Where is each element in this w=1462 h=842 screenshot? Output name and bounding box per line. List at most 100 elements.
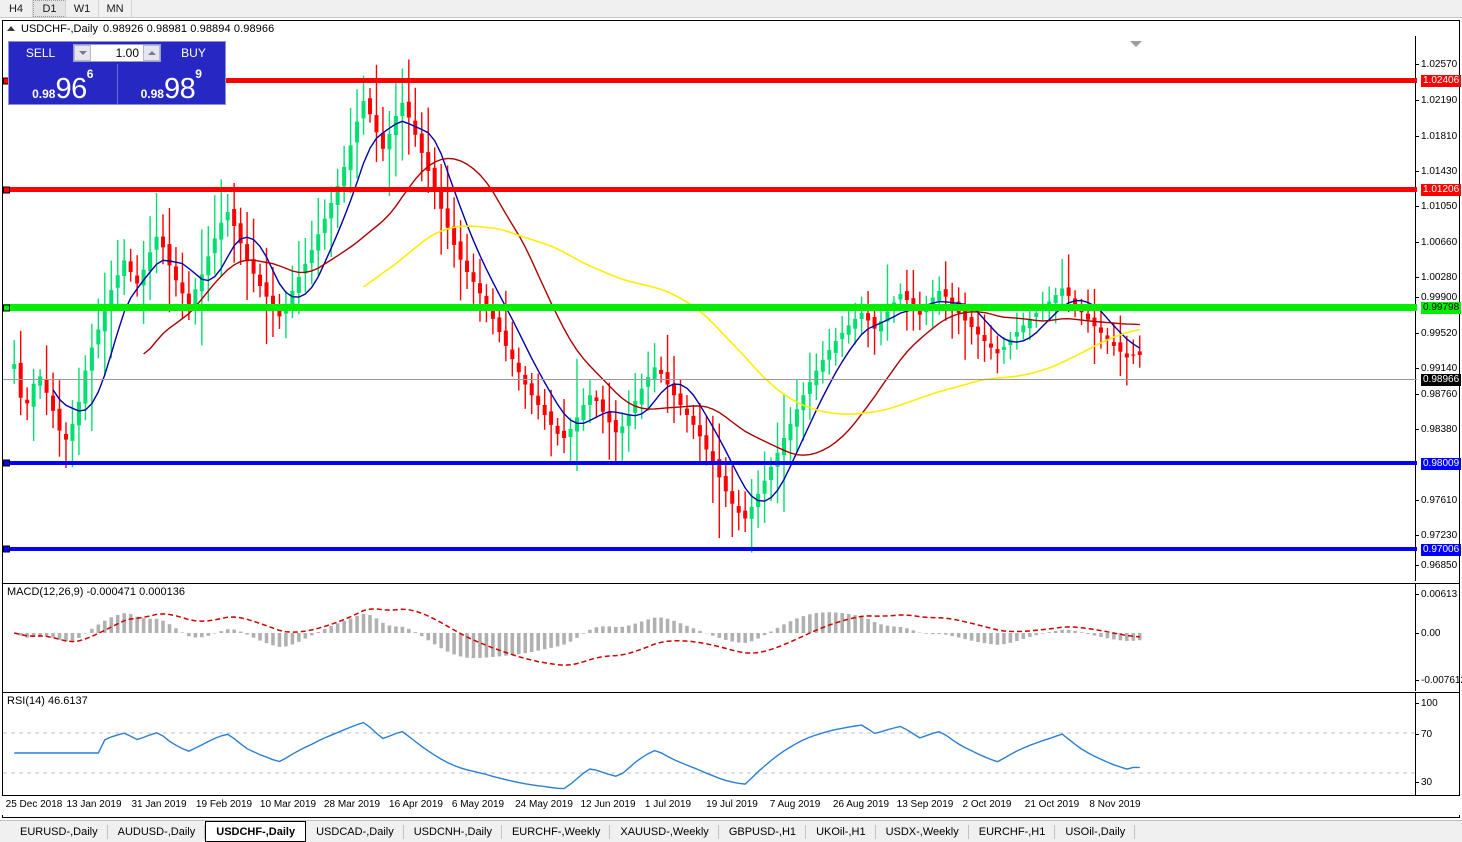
tick-dash-icon bbox=[1416, 136, 1419, 137]
price-level-line[interactable] bbox=[3, 304, 1417, 311]
chart-header: USDCHF-,Daily 0.98926 0.98981 0.98894 0.… bbox=[7, 22, 274, 35]
tick-dash-icon bbox=[1416, 368, 1419, 369]
scale-tick-value: 0.98009 bbox=[1421, 457, 1462, 470]
chart-tab-usdchf-daily[interactable]: USDCHF-,Daily bbox=[205, 821, 307, 842]
tick-dash-icon bbox=[1416, 333, 1419, 334]
scale-tick-value: 1.01430 bbox=[1421, 166, 1458, 177]
price-level-line[interactable] bbox=[3, 186, 1417, 193]
buy-label: BUY bbox=[181, 46, 206, 60]
tick-dash-icon bbox=[1416, 277, 1419, 278]
timeframe-button-w1[interactable]: W1 bbox=[66, 0, 99, 17]
timeframe-button-h4[interactable]: H4 bbox=[0, 0, 33, 17]
sell-price-prefix: 0.98 bbox=[32, 87, 56, 101]
scale-tick-value: 0.99140 bbox=[1421, 363, 1458, 374]
scale-tick: 100 bbox=[1416, 698, 1460, 709]
date-axis-label: 31 Jan 2019 bbox=[131, 799, 187, 810]
timeframe-button-mn[interactable]: MN bbox=[99, 0, 132, 17]
tick-dash-icon bbox=[1416, 703, 1419, 704]
date-axis-label: 19 Feb 2019 bbox=[195, 799, 253, 810]
level-anchor-handle[interactable] bbox=[3, 459, 10, 467]
chart-tab-eurchf-weekly[interactable]: EURCHF-,Weekly bbox=[502, 822, 611, 842]
tick-dash-icon bbox=[1416, 206, 1419, 207]
date-axis[interactable]: 25 Dec 2018 13 Jan 2019 31 Jan 2019 19 Feb … bbox=[2, 795, 1460, 815]
sell-label: SELL bbox=[25, 46, 56, 60]
scale-tick: 0.99900 bbox=[1416, 292, 1460, 303]
scale-tick-value: 0.97610 bbox=[1421, 495, 1458, 506]
timeframe-toolbar: H4 D1 W1 MN bbox=[0, 0, 1462, 18]
tick-dash-icon bbox=[1416, 242, 1419, 243]
timeframe-button-d1[interactable]: D1 bbox=[33, 0, 66, 17]
rsi-label: RSI(14) 46.6137 bbox=[7, 695, 88, 707]
timeframe-label: W1 bbox=[73, 2, 91, 15]
buy-price-sup: 9 bbox=[195, 67, 202, 81]
scale-tick: 0.99520 bbox=[1416, 328, 1460, 339]
scale-tick-value: 1.02406 bbox=[1421, 74, 1462, 87]
date-axis-label: 10 Mar 2019 bbox=[259, 799, 317, 810]
macd-chart bbox=[14, 608, 1142, 666]
rsi-scale[interactable]: 10070300 bbox=[1415, 692, 1459, 811]
level-anchor-handle[interactable] bbox=[3, 545, 10, 553]
scale-tick: 0.99798 bbox=[1416, 301, 1462, 314]
price-level-line[interactable] bbox=[3, 379, 1417, 380]
sell-price-sup: 6 bbox=[86, 67, 94, 81]
volume-input[interactable]: 1.00 bbox=[91, 45, 143, 61]
chart-tab-eurusd-daily[interactable]: EURUSD-,Daily bbox=[10, 822, 108, 842]
tick-dash-icon bbox=[1416, 680, 1419, 681]
price-level-line[interactable] bbox=[3, 545, 1417, 553]
chart-tab-usdcnh-daily[interactable]: USDCNH-,Daily bbox=[404, 822, 503, 842]
scale-tick-value: 0.98760 bbox=[1421, 389, 1458, 400]
toolbar-spacer bbox=[132, 0, 1462, 17]
macd-scale[interactable]: 0.00613 0.00 -0.007612 bbox=[1415, 583, 1462, 691]
volume-stepper[interactable]: 1.00 bbox=[73, 44, 161, 62]
scale-tick-value: 1.00660 bbox=[1421, 237, 1458, 248]
one-click-trading-panel[interactable]: SELL 1.00 BUY 0.98 96 6 0.98 98 9 bbox=[8, 41, 226, 105]
scale-tick-value: 0.99900 bbox=[1421, 292, 1458, 303]
scale-tick-value: 1.02570 bbox=[1421, 59, 1458, 70]
buy-button[interactable]: BUY bbox=[162, 42, 225, 64]
scale-tick: 0.99140 bbox=[1416, 363, 1460, 374]
volume-increase-icon[interactable] bbox=[143, 45, 160, 61]
chart-tab-ukoil-h1[interactable]: UKOil-,H1 bbox=[806, 822, 876, 842]
triangle-up-icon[interactable] bbox=[7, 26, 15, 31]
timeframe-label: D1 bbox=[42, 2, 57, 15]
scale-tick-value: 1.01810 bbox=[1421, 131, 1458, 142]
sell-button[interactable]: SELL bbox=[9, 42, 72, 64]
rsi-pane[interactable]: RSI(14) 46.6137 bbox=[3, 692, 1417, 811]
scale-tick-value: 0.98966 bbox=[1421, 373, 1462, 386]
scale-tick: 0.96850 bbox=[1416, 560, 1460, 571]
macd-pane[interactable]: MACD(12,26,9) -0.000471 0.000136 bbox=[3, 583, 1417, 691]
date-axis-label: 21 Oct 2019 bbox=[1024, 799, 1080, 810]
sell-price[interactable]: 0.98 96 6 bbox=[9, 64, 117, 104]
scale-tick-value: 0.99520 bbox=[1421, 328, 1458, 339]
date-axis-label: 16 Apr 2019 bbox=[389, 799, 443, 810]
scale-tick: 1.02570 bbox=[1416, 59, 1460, 70]
macd-label: MACD(12,26,9) -0.000471 0.000136 bbox=[7, 586, 185, 598]
buy-price[interactable]: 0.98 98 9 bbox=[116, 64, 226, 104]
chart-tab-audusd-daily[interactable]: AUDUSD-,Daily bbox=[108, 822, 206, 842]
scale-tick-value: 0.97230 bbox=[1421, 530, 1458, 541]
buy-price-prefix: 0.98 bbox=[140, 87, 164, 101]
level-anchor-handle[interactable] bbox=[3, 304, 10, 311]
chart-tab-usdcad-daily[interactable]: USDCAD-,Daily bbox=[306, 822, 404, 842]
scale-tick: 1.01206 bbox=[1416, 183, 1462, 196]
chart-tab-usdx-weekly[interactable]: USDX-,Weekly bbox=[876, 822, 969, 842]
chart-shift-marker-icon[interactable] bbox=[1130, 41, 1142, 47]
volume-decrease-icon[interactable] bbox=[74, 45, 91, 61]
sell-price-big: 96 bbox=[55, 73, 87, 106]
chart-tab-eurchf-h1[interactable]: EURCHF-,H1 bbox=[969, 822, 1056, 842]
rsi-chart bbox=[3, 721, 1417, 790]
price-scale[interactable]: 1.02570 1.02406 1.02190 1.01810 1.01430 1.012… bbox=[1415, 36, 1462, 595]
level-anchor-handle[interactable] bbox=[3, 186, 10, 193]
scale-tick: 0.97230 bbox=[1416, 530, 1460, 541]
price-level-line[interactable] bbox=[3, 459, 1417, 467]
chart-tab-xauusd-weekly[interactable]: XAUUSD-,Weekly bbox=[610, 822, 720, 842]
chart-tab-usoil-daily[interactable]: USOil-,Daily bbox=[1055, 822, 1136, 842]
chart-tab-gbpusd-h1[interactable]: GBPUSD-,H1 bbox=[719, 822, 807, 842]
scale-tick-value: 0.99798 bbox=[1421, 301, 1462, 314]
tick-dash-icon bbox=[1416, 565, 1419, 566]
scale-tick: 0.98009 bbox=[1416, 457, 1462, 470]
scale-tick-value: 70 bbox=[1421, 729, 1433, 740]
scale-tick-value: 1.00280 bbox=[1421, 272, 1458, 283]
scale-tick-value: 30 bbox=[1421, 777, 1433, 788]
date-axis-label: 25 Dec 2018 bbox=[5, 799, 63, 810]
